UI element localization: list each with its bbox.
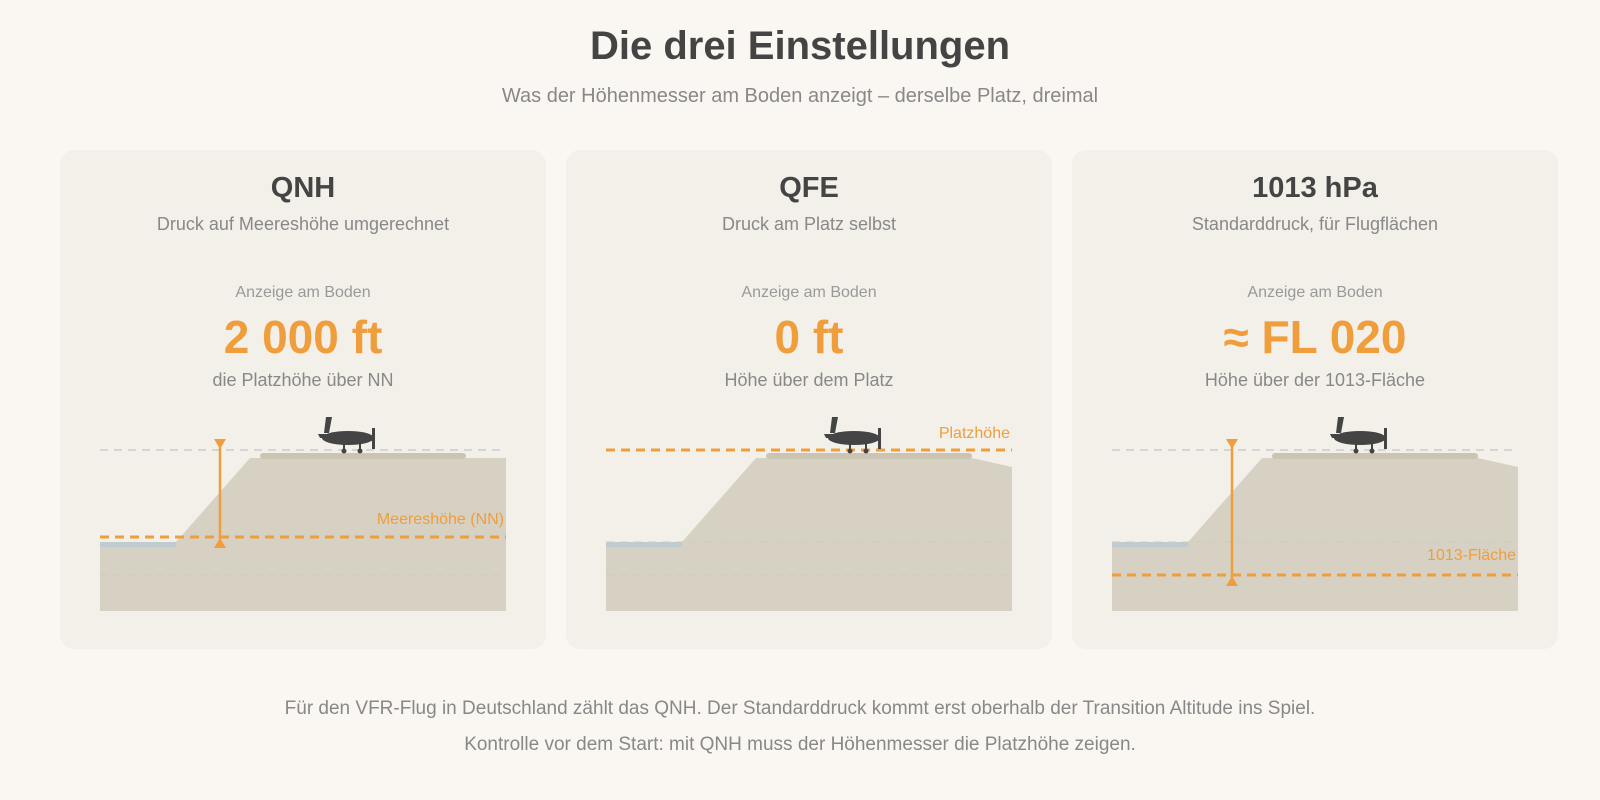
card-title: QFE	[779, 172, 839, 204]
reading-description: Höhe über der 1013-Fläche	[1204, 370, 1426, 390]
reading-value: 0 ft	[774, 311, 844, 363]
airplane-icon	[824, 417, 881, 454]
footer-checklist-note: Kontrolle vor dem Start: mit QNH muss de…	[464, 734, 1136, 755]
terrain	[606, 458, 1012, 611]
card-subtitle: Standarddruck, für Flugflächen	[1191, 214, 1439, 234]
terrain	[1112, 458, 1518, 611]
sea-water	[606, 542, 682, 547]
reading-description: die Platzhöhe über NN	[212, 370, 394, 390]
card-qnh: QNH Druck auf Meereshöhe umgerechnet Anz…	[60, 150, 546, 649]
terrain	[100, 458, 506, 611]
page-title: Die drei Einstellungen	[589, 24, 1011, 68]
airplane-icon	[318, 417, 375, 454]
runway	[1272, 453, 1478, 459]
altitude-diagram-standard: 1013-Fläche	[1112, 417, 1518, 611]
card-qfe: QFE Druck am Platz selbst Anzeige am Bod…	[566, 150, 1052, 649]
card-title: QNH	[270, 172, 336, 204]
card-standard-pressure: 1013 hPa Standarddruck, für Flugflächen …	[1072, 150, 1558, 649]
card-subtitle: Druck am Platz selbst	[721, 214, 897, 234]
airplane-icon	[1330, 417, 1387, 454]
footer-note: Für den VFR-Flug in Deutschland zählt da…	[284, 698, 1316, 719]
reference-label: Platzhöhe	[939, 425, 1010, 442]
reading-label: Anzeige am Boden	[1247, 284, 1383, 301]
altitude-diagram-qnh: Meereshöhe (NN)	[100, 417, 506, 611]
settings-cards: QNH Druck auf Meereshöhe umgerechnet Anz…	[60, 150, 1558, 649]
card-title: 1013 hPa	[1252, 172, 1378, 204]
reading-description: Höhe über dem Platz	[724, 370, 894, 390]
page-subtitle: Was der Höhenmesser am Boden anzeigt – d…	[501, 85, 1099, 107]
runway	[766, 453, 972, 459]
sea-water	[100, 542, 176, 547]
reading-label: Anzeige am Boden	[235, 284, 371, 301]
altitude-diagram-qfe: Platzhöhe	[606, 417, 1012, 611]
reading-value: ≈ FL 020	[1223, 311, 1407, 363]
reference-label: Meereshöhe (NN)	[377, 511, 504, 528]
reading-label: Anzeige am Boden	[741, 284, 877, 301]
runway	[260, 453, 466, 459]
sea-water	[1112, 542, 1188, 547]
reading-value: 2 000 ft	[223, 311, 383, 363]
card-subtitle: Druck auf Meereshöhe umgerechnet	[156, 214, 450, 234]
reference-label: 1013-Fläche	[1427, 547, 1516, 564]
